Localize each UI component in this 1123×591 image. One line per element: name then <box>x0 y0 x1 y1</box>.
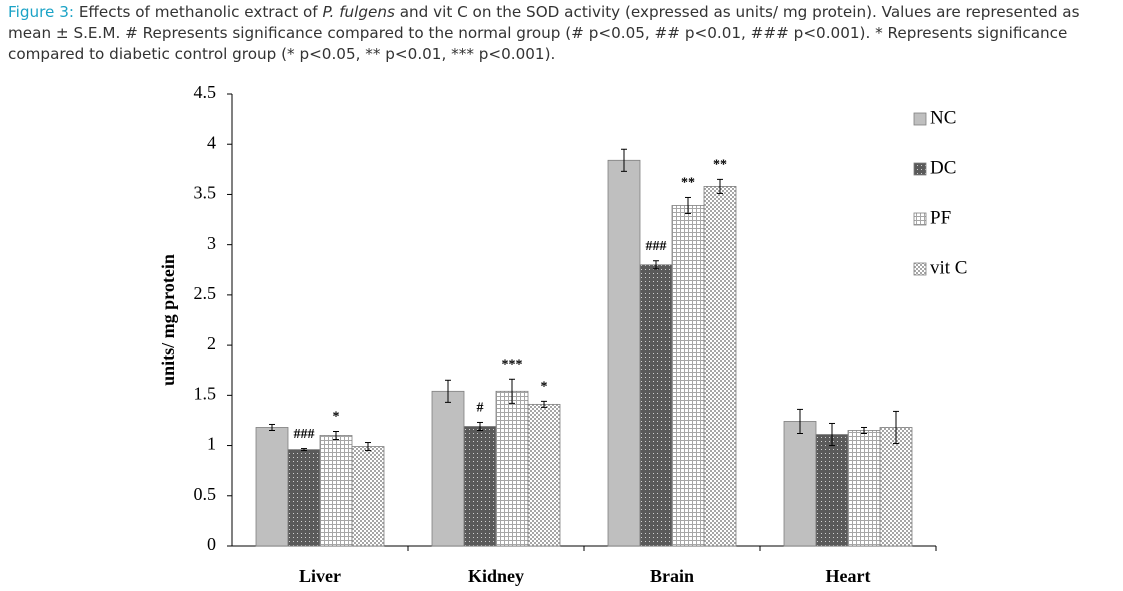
legend-label: vit C <box>930 257 967 278</box>
x-tick-label: Kidney <box>468 566 524 586</box>
bar <box>495 390 529 547</box>
significance-label: *** <box>502 357 523 372</box>
legend-label: NC <box>930 107 956 128</box>
error-bar <box>301 448 307 452</box>
bar <box>255 427 289 547</box>
significance-label: ### <box>646 239 667 254</box>
error-bar <box>621 148 627 172</box>
y-tick-label: 2 <box>207 333 216 353</box>
y-tick-label: 1.5 <box>194 383 217 403</box>
error-bar <box>717 178 723 194</box>
x-tick-label: Heart <box>826 566 871 586</box>
legend-swatch <box>913 162 927 176</box>
significance-label: * <box>333 410 340 425</box>
error-bar <box>829 422 835 447</box>
significance-label: ### <box>294 427 315 442</box>
bar <box>815 434 849 547</box>
x-tick-label: Brain <box>650 566 694 586</box>
significance-label: # <box>477 401 484 416</box>
error-bar <box>653 260 659 270</box>
y-tick-label: 4.5 <box>194 82 217 102</box>
error-bar <box>685 196 691 215</box>
error-bar <box>269 423 275 431</box>
bar <box>463 426 497 547</box>
caption-text: Effects of methanolic extract of <box>78 3 323 21</box>
significance-label: * <box>541 380 548 395</box>
y-tick-label: 3 <box>207 233 216 253</box>
caption-species: P. fulgens <box>322 3 395 21</box>
error-bar <box>893 410 899 445</box>
error-bar <box>509 378 515 404</box>
error-bar <box>477 421 483 431</box>
legend-swatch <box>913 262 927 276</box>
x-tick-label: Liver <box>299 566 341 586</box>
bar <box>671 205 705 547</box>
y-tick-label: 0.5 <box>194 484 217 504</box>
y-tick-label: 2.5 <box>194 283 217 303</box>
y-tick-label: 3.5 <box>194 183 217 203</box>
bar <box>783 421 817 547</box>
legend-label: DC <box>930 157 956 178</box>
y-tick-label: 0 <box>207 534 216 554</box>
caption: Figure 3: Effects of methanolic extract … <box>8 2 1120 65</box>
bar <box>879 427 913 547</box>
bar <box>639 264 673 547</box>
error-bar <box>797 408 803 435</box>
significance-label: ** <box>681 176 695 191</box>
significance-label: ** <box>713 158 727 173</box>
error-bar <box>445 379 451 403</box>
caption-label: Figure 3: <box>8 3 74 21</box>
bar <box>703 186 737 547</box>
error-bar <box>333 430 339 441</box>
legend-swatch <box>913 112 927 126</box>
legend-label: PF <box>930 207 951 228</box>
legend-swatch <box>913 212 927 226</box>
error-bar <box>861 426 867 435</box>
bar <box>319 435 353 547</box>
y-tick-label: 1 <box>207 434 216 454</box>
error-bar <box>541 400 547 408</box>
caption-text: and vit C on the SOD activity (expressed… <box>8 3 1080 63</box>
bar <box>287 449 321 547</box>
bar <box>527 403 561 547</box>
bar <box>607 159 641 547</box>
y-tick-label: 4 <box>207 132 216 152</box>
bar <box>431 390 465 547</box>
bar <box>847 430 881 547</box>
bar <box>351 446 385 547</box>
y-axis-label: units/ mg protein <box>158 254 178 386</box>
error-bar <box>365 442 371 452</box>
